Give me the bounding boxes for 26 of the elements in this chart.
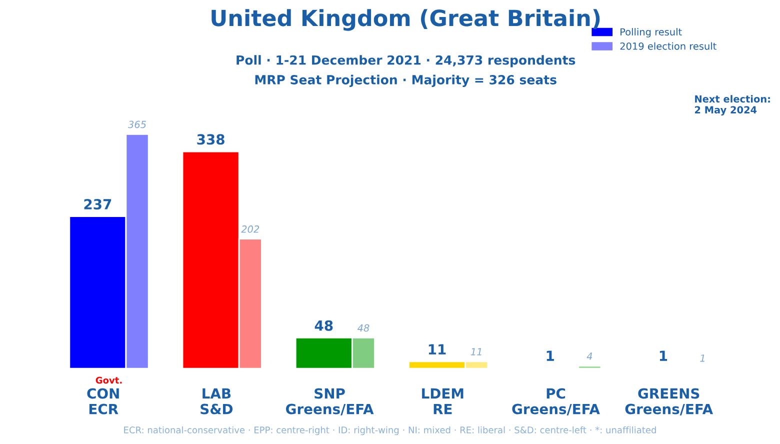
data-label: 202 xyxy=(241,225,260,233)
x-tick-label: GREENS Greens/EFA xyxy=(625,388,714,416)
data-label: 1 xyxy=(700,354,704,362)
data-label: 11 xyxy=(470,348,482,356)
text: Next election: 2 May 2024 xyxy=(694,95,770,116)
data-label: 338 xyxy=(197,134,224,145)
data-label: 48 xyxy=(314,320,333,331)
data-label: 4 xyxy=(586,352,592,360)
legend-label: 2019 election result xyxy=(620,42,716,50)
bar xyxy=(578,365,602,369)
x-tick-label: PC Greens/EFA xyxy=(512,388,600,416)
x-tick-label: CON ECR xyxy=(87,388,119,414)
data-label: 237 xyxy=(84,199,112,210)
chart-title: United Kingdom (Great Britain) xyxy=(212,9,600,31)
x-tick-label: LAB S&D xyxy=(200,388,233,414)
chart-subtitle: Poll · 1-21 December 2021 · 24,373 respondents MRP Seat Projection · Majority = 326 seats xyxy=(236,55,576,87)
x-tick-label: LDEM RE xyxy=(422,388,464,414)
annotation: Govt. xyxy=(96,376,122,384)
data-label: 1 xyxy=(660,350,668,361)
data-label: 11 xyxy=(428,344,446,354)
data-label: 1 xyxy=(546,350,554,361)
data-label: 48 xyxy=(357,324,370,332)
text: ECR: national-conservative · EPP: centre-right · ID: right-wing · NI: mixed · RE: liberal · S&D: centre-left · *: unaffiliated xyxy=(124,426,656,436)
data-label: 365 xyxy=(128,120,146,128)
legend-label: Polling result xyxy=(620,28,682,38)
x-tick-label: SNP Greens/EFA xyxy=(286,388,374,416)
